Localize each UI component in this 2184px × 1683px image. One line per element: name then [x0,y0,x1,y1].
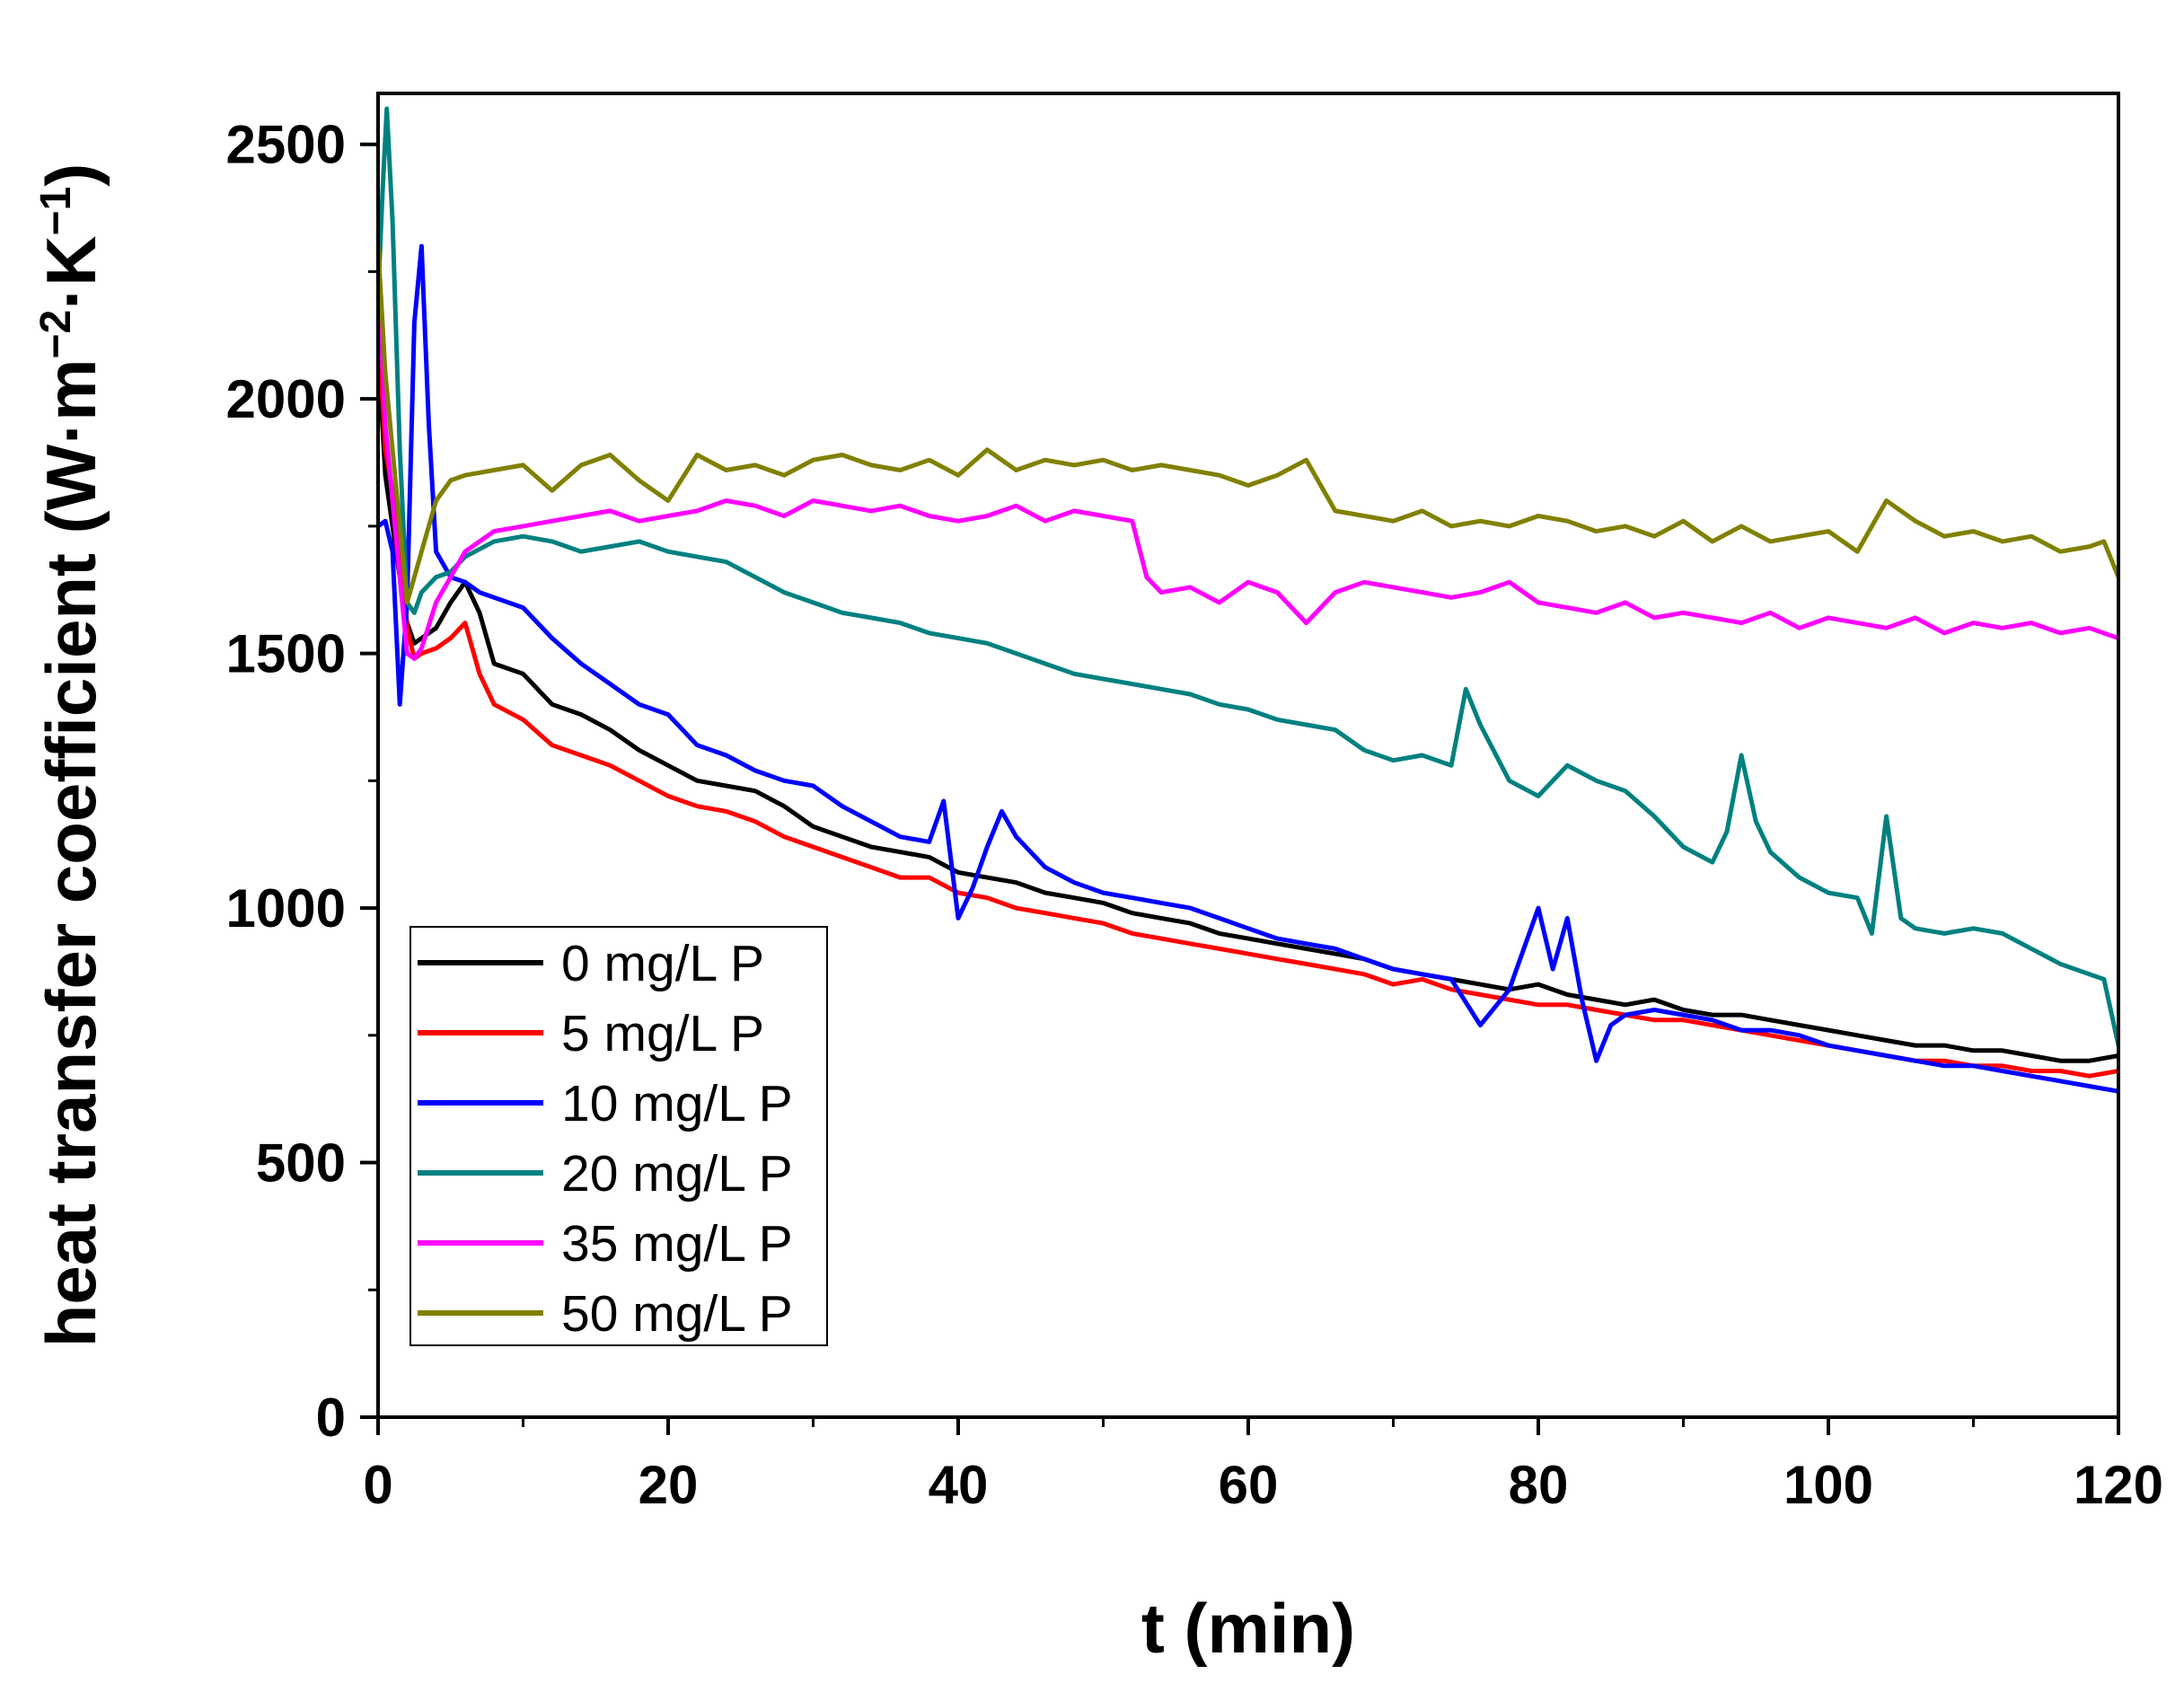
y-tick-label: 2000 [226,369,346,429]
series-line-0 [378,346,2118,1063]
x-tick-label: 100 [1783,1455,1873,1515]
series-line-5 [378,243,2118,605]
series-layer [378,106,2118,1094]
legend-label-0: 0 mg/L P [561,935,764,992]
y-axis-label: heat transfer coefficient (W·m−2·K−1) [31,163,110,1348]
y-tick-label: 1000 [226,878,346,938]
legend-label-2: 10 mg/L P [561,1075,793,1132]
legend-box [410,926,828,1346]
legend: 0 mg/L P 5 mg/L P 10 mg/L P 20 mg/L P 35 mg/… [410,926,828,1346]
x-tick-label: 80 [1509,1455,1569,1515]
tick-layer [360,142,2120,1435]
legend-label-5: 50 mg/L P [561,1285,793,1343]
tick-label-layer: 0 20 40 60 80 100 120 0 500 1000 1500 2000 2500 [226,115,2164,1515]
series-line-1 [378,320,2118,1079]
x-tick-label: 120 [2074,1455,2163,1515]
x-tick-label: 20 [638,1455,699,1515]
series-line-3 [378,106,2118,1048]
y-axis-label-mid: ·K [31,235,110,309]
y-axis-label-end: ) [31,163,110,187]
x-tick-label: 60 [1219,1455,1279,1515]
series-line-4 [378,269,2118,661]
legend-label-3: 20 mg/L P [561,1145,793,1203]
legend-label-1: 5 mg/L P [561,1005,764,1062]
y-axis-label-sup1: −2 [32,310,80,359]
legend-label-4: 35 mg/L P [561,1215,793,1273]
x-axis-label: t (min) [1141,1589,1355,1668]
y-axis-label-sup2: −1 [32,187,80,236]
y-tick-label: 500 [256,1133,346,1194]
y-tick-label: 0 [316,1388,346,1448]
y-axis-label-main: heat transfer coefficient (W·m [31,358,110,1347]
y-tick-label: 1500 [226,624,346,684]
y-tick-label: 2500 [226,115,346,175]
x-tick-label: 40 [929,1455,989,1515]
x-tick-label: 0 [363,1455,392,1515]
series-line-2 [378,243,2118,1094]
